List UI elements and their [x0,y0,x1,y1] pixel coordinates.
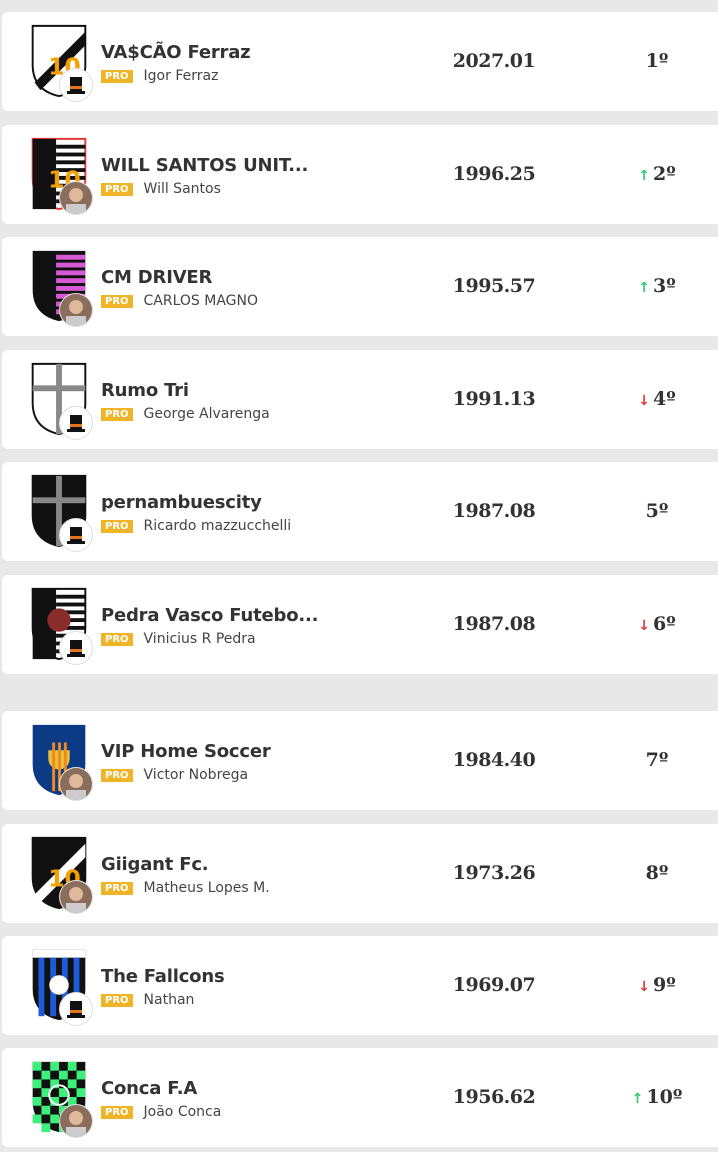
pro-badge: PRO [101,993,133,1007]
top-hat-icon [59,68,93,102]
team-name[interactable]: VIP Home Soccer [101,741,271,762]
team-score: 1991.13 [452,388,536,410]
team-rank: ↑ 2º [602,163,712,185]
arrow-up-icon: ↑ [638,168,650,184]
team-owner-row: PRO Igor Ferraz [101,68,218,84]
owner-name: Ricardo mazzucchelli [143,518,292,534]
pro-badge: PRO [101,1105,133,1119]
team-row[interactable]: CM DRIVER PRO CARLOS MAGNO 1995.57 ↑ 3º [2,237,718,336]
team-name[interactable]: CM DRIVER [101,267,213,288]
rank-value: 8º [645,862,669,884]
team-score: 1969.07 [452,974,536,996]
team-rank: 8º [602,862,712,884]
pro-badge: PRO [101,182,133,196]
top-hat-icon [59,631,93,665]
user-avatar [59,880,93,914]
arrow-down-icon: ↓ [638,618,650,634]
team-name[interactable]: WILL SANTOS UNIT... [101,155,309,176]
team-row[interactable]: 10 WILL SANTOS UNIT... PRO Will Santos 19… [2,125,718,224]
team-name[interactable]: Pedra Vasco Futebo... [101,605,319,626]
team-rank: 7º [602,749,712,771]
pro-badge: PRO [101,768,133,782]
team-score: 1987.08 [452,613,536,635]
team-name[interactable]: pernambuescity [101,492,262,513]
owner-name: João Conca [143,1104,222,1120]
user-avatar [59,181,93,215]
rank-value: 9º [653,974,676,996]
team-row[interactable]: pernambuescity PRO Ricardo mazzucchelli 1… [2,462,718,561]
team-owner-row: PRO João Conca [101,1104,221,1120]
team-row[interactable]: 10 Giigant Fc. PRO Matheus Lopes M. 1973.… [2,824,718,923]
arrow-down-icon: ↓ [638,979,650,995]
rank-value: 2º [653,163,676,185]
team-owner-row: PRO Ricardo mazzucchelli [101,518,291,534]
user-avatar [59,293,93,327]
team-row[interactable]: 10 VA$CÃO Ferraz PRO Igor Ferraz 2027.01 … [2,12,718,111]
team-rank: ↓ 4º [602,388,712,410]
top-hat-icon [59,518,93,552]
team-score: 1973.26 [452,862,536,884]
pro-badge: PRO [101,632,133,646]
team-score: 1995.57 [452,275,536,297]
owner-name: Will Santos [143,181,221,197]
team-name[interactable]: The Fallcons [101,966,225,987]
team-name[interactable]: Rumo Tri [101,380,189,401]
user-avatar [59,767,93,801]
top-hat-icon [59,406,93,440]
owner-name: Victor Nobrega [143,767,249,783]
team-name[interactable]: Giigant Fc. [101,854,209,875]
owner-name: Igor Ferraz [143,68,219,84]
team-rank: ↓ 9º [602,974,712,996]
team-rank: 5º [602,500,712,522]
team-owner-row: PRO George Alvarenga [101,406,270,422]
rank-value: 7º [645,749,669,771]
pro-badge: PRO [101,881,133,895]
team-score: 1987.08 [452,500,536,522]
owner-name: Vinicius R Pedra [143,631,256,647]
pro-badge: PRO [101,69,133,83]
arrow-up-icon: ↑ [631,1091,644,1107]
team-rank: ↑ 10º [602,1086,712,1108]
team-owner-row: PRO Victor Nobrega [101,767,248,783]
arrow-down-icon: ↓ [638,393,650,409]
rank-value: 3º [653,275,676,297]
user-avatar [59,1104,93,1138]
owner-name: George Alvarenga [143,406,270,422]
top-hat-icon [59,992,93,1026]
pro-badge: PRO [101,294,133,308]
team-score: 1956.62 [452,1086,536,1108]
team-owner-row: PRO Will Santos [101,181,221,197]
team-row[interactable]: Pedra Vasco Futebo... PRO Vinicius R Pedr… [2,575,718,674]
team-row[interactable]: Conca F.A PRO João Conca 1956.62 ↑ 10º [2,1048,718,1147]
team-rank: ↑ 3º [602,275,712,297]
team-owner-row: PRO Matheus Lopes M. [101,880,270,896]
owner-name: Nathan [143,992,195,1008]
team-score: 1984.40 [452,749,536,771]
team-owner-row: PRO Nathan [101,992,194,1008]
team-owner-row: PRO CARLOS MAGNO [101,293,258,309]
rank-value: 4º [653,388,676,410]
team-name[interactable]: Conca F.A [101,1078,198,1099]
team-shield-icon: 10 [26,834,92,912]
team-row[interactable]: The Fallcons PRO Nathan 1969.07 ↓ 9º [2,936,718,1035]
team-row[interactable]: VIP Home Soccer PRO Victor Nobrega 1984.4… [2,711,718,810]
team-score: 1996.25 [452,163,536,185]
team-rank: 1º [602,50,712,72]
rank-value: 10º [646,1086,683,1108]
team-score: 2027.01 [452,50,536,72]
arrow-up-icon: ↑ [638,280,650,296]
team-name[interactable]: VA$CÃO Ferraz [101,42,251,63]
owner-name: CARLOS MAGNO [143,293,259,309]
owner-name: Matheus Lopes M. [143,880,270,896]
team-rank: ↓ 6º [602,613,712,635]
team-row[interactable]: Rumo Tri PRO George Alvarenga 1991.13 ↓ 4º [2,350,718,449]
team-owner-row: PRO Vinicius R Pedra [101,631,256,647]
pro-badge: PRO [101,519,133,533]
rank-value: 1º [645,50,669,72]
rank-value: 5º [645,500,669,522]
rank-value: 6º [653,613,676,635]
pro-badge: PRO [101,407,133,421]
